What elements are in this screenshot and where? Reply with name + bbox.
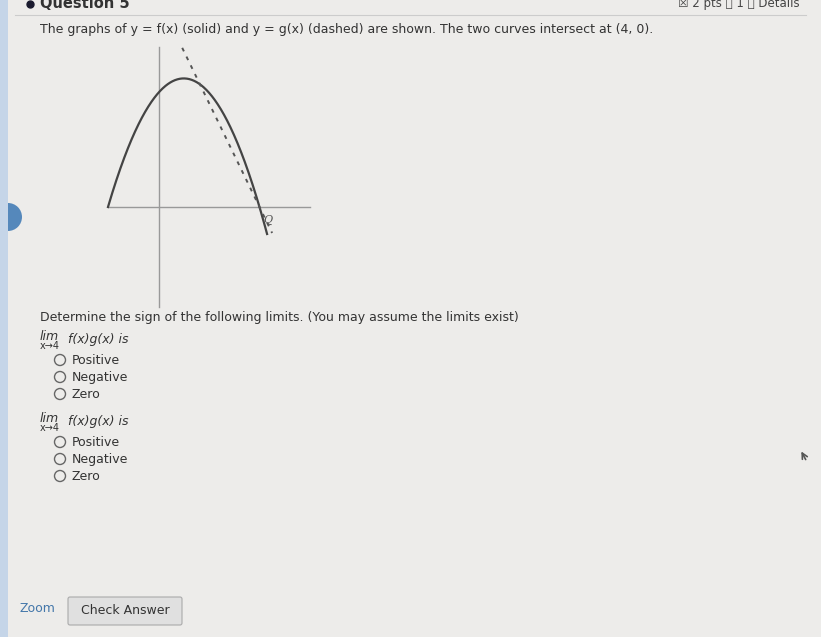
Bar (0, 0, 8, 637)
Text: Determine the sign of the following limits. (You may assume the limits exist): Determine the sign of the following limi… (40, 310, 519, 324)
Text: Negative: Negative (72, 371, 128, 383)
FancyBboxPatch shape (68, 597, 182, 625)
Text: Positive: Positive (72, 436, 120, 448)
Text: lim: lim (40, 412, 59, 424)
Text: Question 5: Question 5 (40, 0, 130, 11)
Text: The graphs of y = f(x) (solid) and y = g(x) (dashed) are shown. The two curves i: The graphs of y = f(x) (solid) and y = g… (40, 22, 654, 36)
Text: Zoom: Zoom (20, 603, 56, 615)
Wedge shape (8, 203, 22, 231)
Text: f(x)g(x) is: f(x)g(x) is (68, 334, 129, 347)
Text: Zero: Zero (72, 469, 101, 482)
Text: Zero: Zero (72, 387, 101, 401)
Text: ☒ 2 pts ⌛ 1 ⓘ Details: ☒ 2 pts ⌛ 1 ⓘ Details (678, 0, 800, 10)
Text: Q: Q (264, 215, 273, 225)
Text: Negative: Negative (72, 452, 128, 466)
Text: x→4: x→4 (40, 341, 60, 351)
Text: Positive: Positive (72, 354, 120, 366)
Text: f(x)g(x) is: f(x)g(x) is (68, 415, 129, 429)
Text: lim: lim (40, 329, 59, 343)
Text: x→4: x→4 (40, 423, 60, 433)
Text: Check Answer: Check Answer (80, 605, 169, 617)
